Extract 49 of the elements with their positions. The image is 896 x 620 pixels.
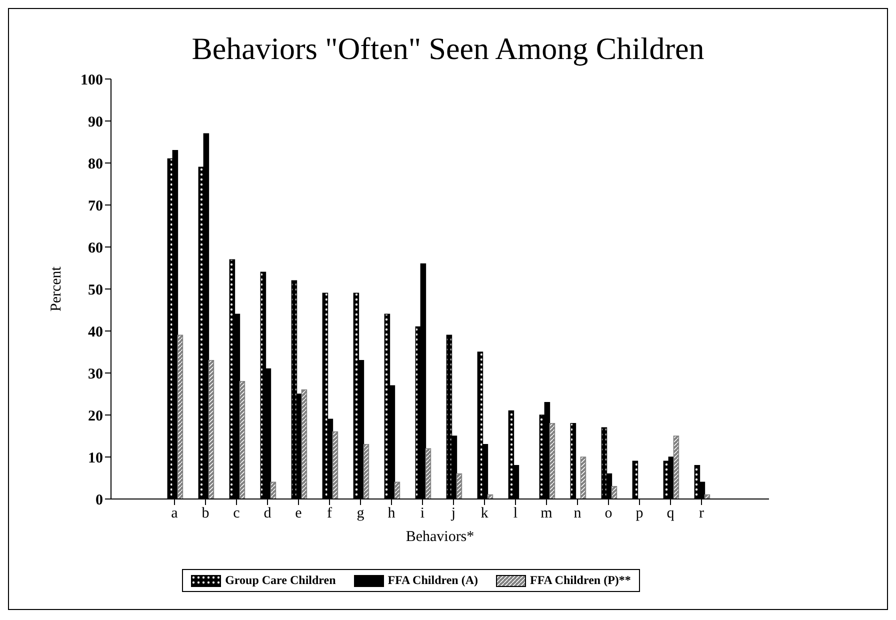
bar xyxy=(673,436,680,499)
bar xyxy=(549,423,556,499)
x-tick-label: m xyxy=(540,506,553,522)
y-tick-label: 60 xyxy=(88,240,103,256)
x-tick-label: d xyxy=(264,506,272,522)
y-tick-label: 90 xyxy=(88,114,103,130)
chart-title: Behaviors "Often" Seen Among Children xyxy=(190,31,706,67)
x-tick-label: n xyxy=(574,506,582,522)
x-tick-label: f xyxy=(327,506,332,522)
bar xyxy=(332,431,338,499)
x-tick-label: o xyxy=(604,506,612,522)
bar xyxy=(425,448,432,499)
x-tick-label: c xyxy=(233,506,240,522)
y-axis-title: Percent xyxy=(48,266,64,312)
y-tick-label: 10 xyxy=(88,450,103,466)
x-tick-label: p xyxy=(636,506,644,522)
y-tick-label: 70 xyxy=(88,198,103,214)
y-tick-label: 30 xyxy=(88,366,103,382)
y-tick-label: 100 xyxy=(80,72,103,88)
x-tick-label: h xyxy=(388,506,396,522)
x-tick-label: q xyxy=(666,506,675,522)
bar xyxy=(580,456,586,499)
legend-label: Group Care Children xyxy=(224,573,336,588)
bar xyxy=(208,360,214,499)
x-tick-label: l xyxy=(513,506,518,522)
y-tick-label: 80 xyxy=(88,156,103,172)
x-tick-label: a xyxy=(171,506,178,522)
bar xyxy=(611,486,618,499)
bar xyxy=(270,482,276,499)
bar xyxy=(301,389,308,499)
x-tick-label: k xyxy=(480,506,489,522)
legend-label: FFA Children (P)** xyxy=(529,573,631,588)
y-tick-label: 20 xyxy=(88,408,103,424)
y-tick-label: 50 xyxy=(88,282,103,298)
x-tick-label: r xyxy=(699,506,704,522)
y-tick-label: 40 xyxy=(88,324,103,340)
x-tick-label: g xyxy=(356,506,365,522)
x-tick-label: e xyxy=(295,506,302,522)
bar xyxy=(239,381,246,499)
legend-label: FFA Children (A) xyxy=(386,573,478,588)
x-tick-label: b xyxy=(202,506,210,522)
bar xyxy=(456,473,462,499)
bar xyxy=(363,444,370,499)
x-axis-title: Behaviors* xyxy=(406,529,474,545)
bar xyxy=(394,482,400,499)
bar xyxy=(177,334,184,499)
x-tick-label: j xyxy=(450,506,456,522)
x-tick-label: i xyxy=(420,506,425,522)
y-tick-label: 0 xyxy=(96,492,103,508)
